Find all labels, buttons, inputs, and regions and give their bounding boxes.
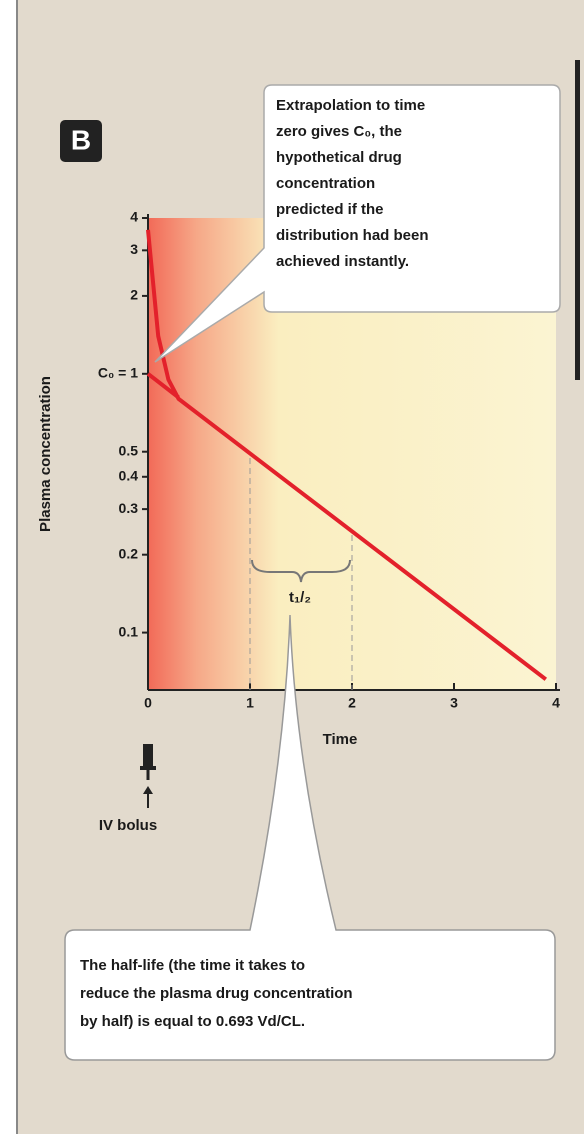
y-tick-label: 0.5: [119, 442, 139, 458]
callout-line: concentration: [276, 175, 375, 192]
callout-line: distribution had been: [276, 227, 429, 244]
callout-line: Extrapolation to time: [276, 97, 425, 114]
half-life-text: The half-life (the time it takes to reduc…: [80, 957, 353, 1030]
x-tick-label: 0: [144, 695, 152, 711]
callout-line: predicted if the: [276, 201, 384, 218]
half-life-callout: [64, 614, 556, 1061]
y-tick-label: 2: [130, 287, 138, 303]
x-tick-label: 4: [552, 695, 560, 711]
x-axis-label: Time: [323, 731, 358, 748]
x-tick-label: 2: [348, 695, 356, 711]
panel-label: B: [71, 124, 91, 155]
y-tick-label: 0.4: [119, 467, 139, 483]
callout-line: hypothetical drug: [276, 149, 402, 166]
y-tick-label: 3: [130, 241, 138, 257]
y-tick-label: 0.1: [119, 623, 139, 639]
x-tick-label: 3: [450, 695, 458, 711]
half-life-symbol: t₁/₂: [289, 589, 311, 606]
y-tick-label: C₀ = 1: [98, 365, 138, 381]
half-life-brace: [251, 559, 351, 583]
panel-label-box: [60, 120, 102, 162]
y-tick-label: 4: [130, 209, 138, 225]
plot: 0.1 0.2 0.3 0.4 0.5 C₀ = 1 2 3 4 0 1 2 3 4: [98, 209, 560, 711]
data-line: [146, 229, 548, 681]
data-line: [146, 372, 180, 400]
y-tick-label: 0.3: [119, 500, 139, 516]
callout-line: The half-life (the time it takes to: [80, 957, 305, 974]
y-tick-label: 0.2: [119, 545, 139, 561]
callout-line: achieved instantly.: [276, 253, 409, 270]
callout-line: zero gives C₀, the: [276, 123, 402, 140]
y-axis-label: Plasma concentration: [37, 376, 54, 532]
edge-bar: [575, 60, 580, 380]
syringe-icon: [140, 744, 156, 808]
extrapolation-callout: [154, 84, 561, 363]
extrapolation-text: Extrapolation to time zero gives C₀, the h…: [276, 97, 429, 270]
callout-line: by half) is equal to 0.693 Vd/CL.: [80, 1013, 305, 1030]
dose-label: IV bolus: [99, 817, 157, 834]
x-tick-label: 1: [246, 695, 254, 711]
callout-line: reduce the plasma drug concentration: [80, 985, 353, 1002]
